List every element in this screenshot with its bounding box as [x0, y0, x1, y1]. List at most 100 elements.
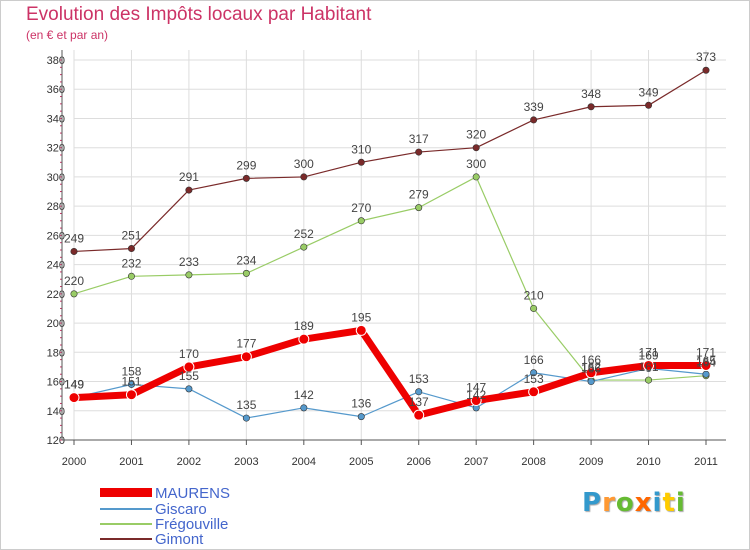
data-point-maurens [528, 386, 540, 398]
y-tick-label: 380 [47, 55, 65, 67]
data-point-gimont [645, 101, 653, 109]
logo-letter: t [662, 488, 676, 518]
data-point-fregouville [185, 271, 193, 279]
data-point-maurens [470, 395, 482, 407]
data-point-gimont [472, 144, 480, 152]
data-point-fregouville [645, 376, 653, 384]
axes: 120 140 160 180 200 220 240 260 280 300 320 340 360 3… [47, 50, 726, 468]
y-tick-label: 160 [47, 377, 65, 389]
series-lines [68, 66, 712, 422]
data-point-giscaro [357, 413, 365, 421]
data-point-gimont [185, 186, 193, 194]
data-label-giscaro: 169 [639, 348, 659, 362]
legend-swatch-maurens [100, 488, 152, 497]
data-label-gimont: 310 [351, 142, 371, 156]
data-label-maurens: 147 [466, 381, 486, 395]
data-point-gimont [127, 245, 135, 253]
data-label-fregouville: 233 [179, 255, 199, 269]
x-tick-label: 2011 [694, 456, 718, 468]
y-tick-label: 220 [47, 289, 65, 301]
data-labels: 249 251 291 299 300 310 317 320 339 348 349 373 220 2… [64, 50, 716, 412]
data-point-fregouville [415, 204, 423, 212]
data-label-fregouville: 232 [121, 256, 141, 270]
data-point-fregouville [127, 272, 135, 280]
y-tick-label: 280 [47, 201, 65, 213]
logo-letter: i [675, 488, 686, 518]
data-label-giscaro: 136 [351, 397, 371, 411]
data-point-maurens [298, 333, 310, 345]
data-point-gimont [70, 247, 78, 255]
data-label-gimont: 320 [466, 128, 486, 142]
y-tick-label: 300 [47, 172, 65, 184]
series-line-maurens [70, 326, 710, 419]
data-label-fregouville: 279 [409, 188, 429, 202]
data-point-gimont [300, 173, 308, 181]
data-point-giscaro [127, 380, 135, 388]
x-tick-label: 2008 [521, 456, 545, 468]
data-point-giscaro [415, 388, 423, 396]
data-point-fregouville [242, 269, 250, 277]
data-point-maurens [643, 359, 655, 371]
data-point-maurens [700, 359, 712, 371]
data-label-maurens: 151 [121, 375, 141, 389]
data-label-gimont: 291 [179, 170, 199, 184]
x-tick-label: 2000 [62, 456, 86, 468]
data-point-maurens [240, 351, 252, 363]
data-point-giscaro [300, 404, 308, 412]
data-label-giscaro: 158 [121, 364, 141, 378]
data-label-maurens: 171 [696, 345, 716, 359]
logo-letter: P [582, 488, 603, 518]
data-label-fregouville: 270 [351, 201, 371, 215]
data-label-gimont: 348 [581, 87, 601, 101]
series-line-gimont [73, 69, 707, 253]
data-point-gimont [530, 116, 538, 124]
data-label-gimont: 349 [639, 85, 659, 99]
logo-letter: x [634, 488, 653, 518]
data-label-giscaro: 166 [524, 353, 544, 367]
y-tick-label: 240 [47, 260, 65, 272]
data-point-giscaro [185, 385, 193, 393]
data-label-gimont: 299 [236, 158, 256, 172]
y-tick-label: 360 [47, 84, 65, 96]
data-point-gimont [587, 103, 595, 111]
series-line-fregouville [73, 176, 707, 381]
logo-letter: i [652, 488, 663, 518]
data-point-giscaro [587, 378, 595, 386]
data-label-gimont: 249 [64, 231, 84, 245]
legend-label-giscaro: Giscaro [155, 501, 207, 518]
data-point-maurens [355, 324, 367, 336]
data-point-fregouville [357, 217, 365, 225]
data-label-gimont: 251 [121, 229, 141, 243]
y-tick-label: 140 [47, 406, 65, 418]
grid-lines [73, 50, 726, 440]
data-point-gimont [702, 66, 710, 74]
legend-swatch-gimont [100, 538, 152, 540]
x-tick-label: 2001 [119, 456, 143, 468]
y-tick-label: 340 [47, 113, 65, 125]
legend-label-gimont: Gimont [155, 531, 204, 548]
data-label-maurens: 170 [179, 347, 199, 361]
y-tick-label: 180 [47, 347, 65, 359]
data-label-fregouville: 161 [639, 360, 659, 374]
data-label-maurens: 189 [294, 319, 314, 333]
data-label-giscaro: 149 [64, 378, 84, 392]
data-point-giscaro [702, 370, 710, 378]
legend-swatch-fregouville [100, 523, 152, 525]
legend-swatch-giscaro [100, 508, 152, 510]
data-label-fregouville: 220 [64, 274, 84, 288]
data-label-maurens: 153 [524, 372, 544, 386]
data-label-maurens: 149 [64, 378, 84, 392]
data-label-fregouville: 162 [581, 360, 601, 374]
logo-letter: o [615, 488, 635, 518]
data-label-fregouville: 252 [294, 227, 314, 241]
data-point-giscaro [242, 414, 250, 422]
data-label-fregouville: 234 [236, 253, 256, 267]
data-point-fregouville [300, 243, 308, 251]
data-point-fregouville [472, 173, 480, 181]
proxiti-logo: Proxiti [582, 488, 686, 518]
data-point-gimont [357, 158, 365, 166]
data-label-maurens: 171 [639, 345, 659, 359]
x-tick-label: 2003 [234, 456, 258, 468]
